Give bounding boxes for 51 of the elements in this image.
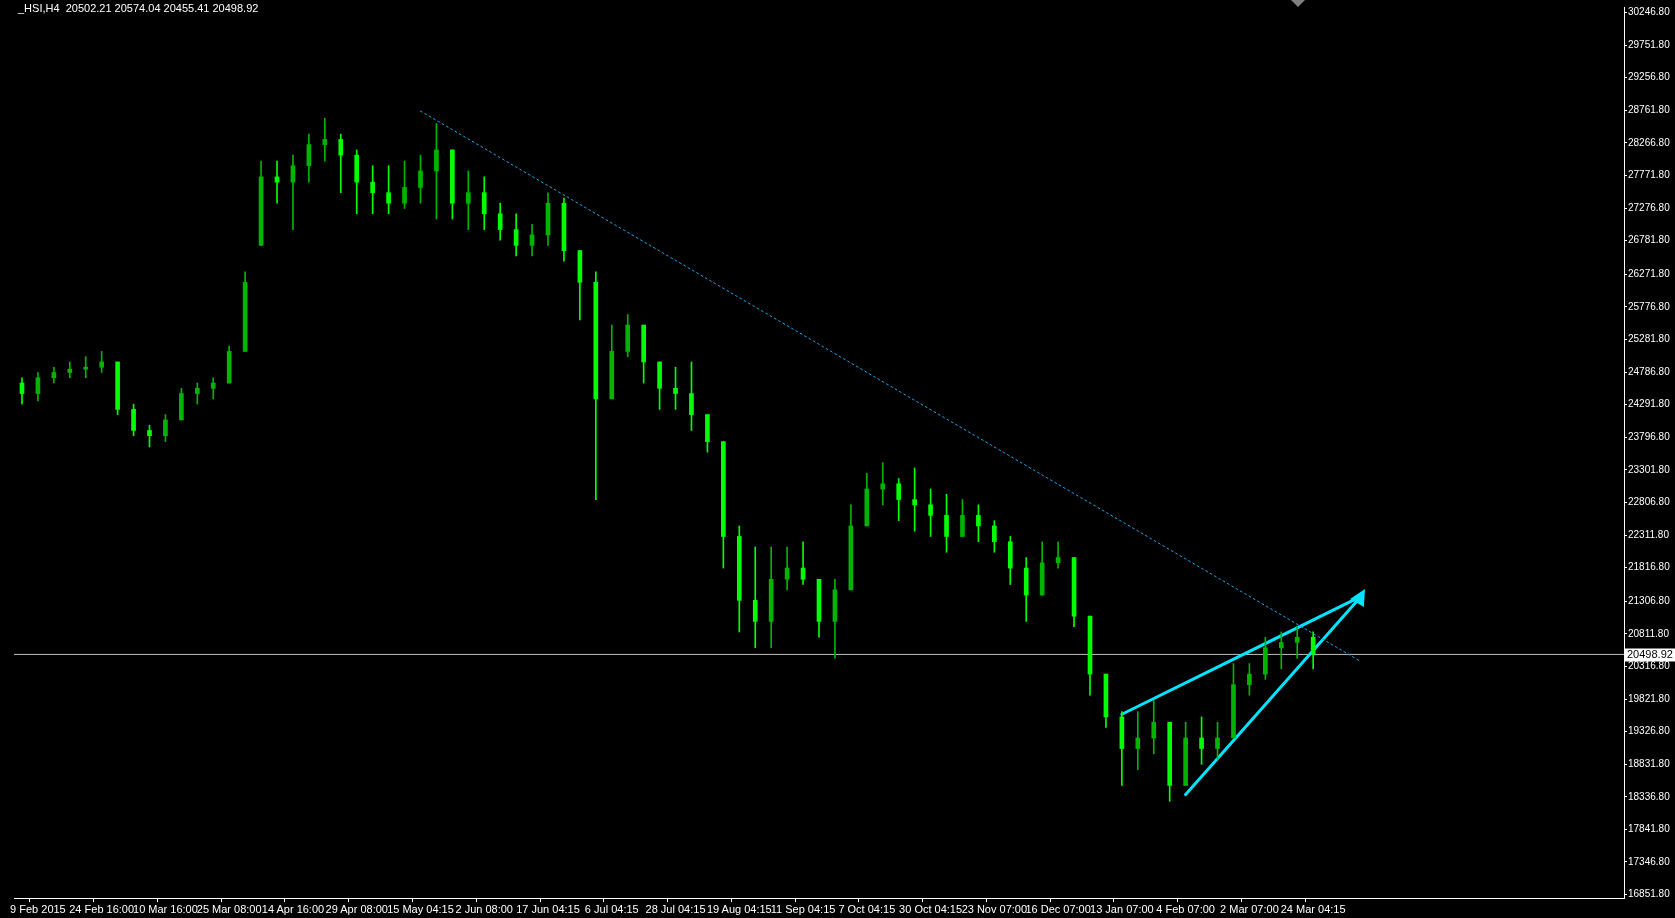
x-tick-label: 16 Dec 07:00 [1025,902,1091,915]
y-tick-label: 18336.80 [1628,790,1671,802]
x-tick-label: 29 Apr 08:00 [325,902,388,915]
y-tick-label: 21306.80 [1628,594,1671,606]
x-tick-label: 4 Feb 07:00 [1156,902,1215,915]
y-tick-label: 23796.80 [1628,430,1671,442]
y-tick-label: 16851.80 [1628,888,1671,900]
x-tick-label: 6 Jul 04:15 [584,902,639,915]
x-tick-label: 17 Jun 04:15 [516,902,580,915]
x-tick-label: 9 Feb 2015 [10,902,66,915]
x-tick-label: 14 Apr 16:00 [261,902,325,915]
x-tick-label: 10 Mar 16:00 [133,902,198,915]
y-tick-label: 19326.80 [1628,725,1671,737]
y-tick-label: 28761.80 [1628,104,1671,116]
y-tick-label: 26781.80 [1628,234,1671,246]
y-tick-label: 23301.80 [1628,463,1671,475]
x-tick-label: 23 Nov 07:00 [961,902,1028,915]
y-tick-label: 22806.80 [1628,496,1671,508]
y-tick-label: 24291.80 [1628,398,1671,410]
x-tick-label: 7 Oct 04:15 [838,902,896,915]
x-tick-label: 24 Mar 04:15 [1280,902,1346,915]
y-tick-label: 19821.80 [1628,692,1671,704]
y-tick-label: 28266.80 [1628,136,1671,148]
x-tick-label: 28 Jul 04:15 [645,902,706,915]
ref-line-label: 20498.92 [1627,647,1673,660]
y-tick-label: 17346.80 [1628,855,1671,867]
y-tick-label: 25281.80 [1628,333,1671,345]
x-tick-label: 2 Mar 07:00 [1220,902,1279,915]
y-tick-label: 26271.80 [1628,268,1671,279]
y-tick-label: 25776.80 [1628,300,1671,312]
x-tick-label: 2 Jun 08:00 [455,902,513,915]
y-tick-label: 17841.80 [1628,823,1671,835]
y-tick-label: 29751.80 [1628,38,1671,50]
y-tick-label: 27771.80 [1628,169,1671,181]
x-tick-label: 24 Feb 16:00 [69,902,135,915]
y-tick-label: 18831.80 [1628,757,1671,769]
x-tick-label: 13 Jan 07:00 [1090,902,1154,915]
y-tick-label: 24786.80 [1628,365,1671,377]
y-tick-label: 20811.80 [1628,627,1670,639]
x-tick-label: 15 May 04:15 [387,902,454,915]
x-tick-label: 11 Sep 04:15 [770,902,836,915]
x-tick-label: 19 Aug 04:15 [706,902,772,915]
y-tick-label: 21816.80 [1628,561,1671,573]
y-tick-label: 20316.80 [1628,660,1671,672]
y-tick-label: 29256.80 [1628,71,1671,83]
y-tick-label: 30246.80 [1628,6,1671,18]
chart-title: _HSI,H4 20502.21 20574.04 20455.41 20498.92 [17,1,259,14]
y-tick-label: 27276.80 [1628,201,1671,213]
x-tick-label: 30 Oct 04:15 [899,902,963,915]
y-tick-label: 22311.80 [1628,528,1670,540]
x-tick-label: 25 Mar 08:00 [196,902,262,915]
